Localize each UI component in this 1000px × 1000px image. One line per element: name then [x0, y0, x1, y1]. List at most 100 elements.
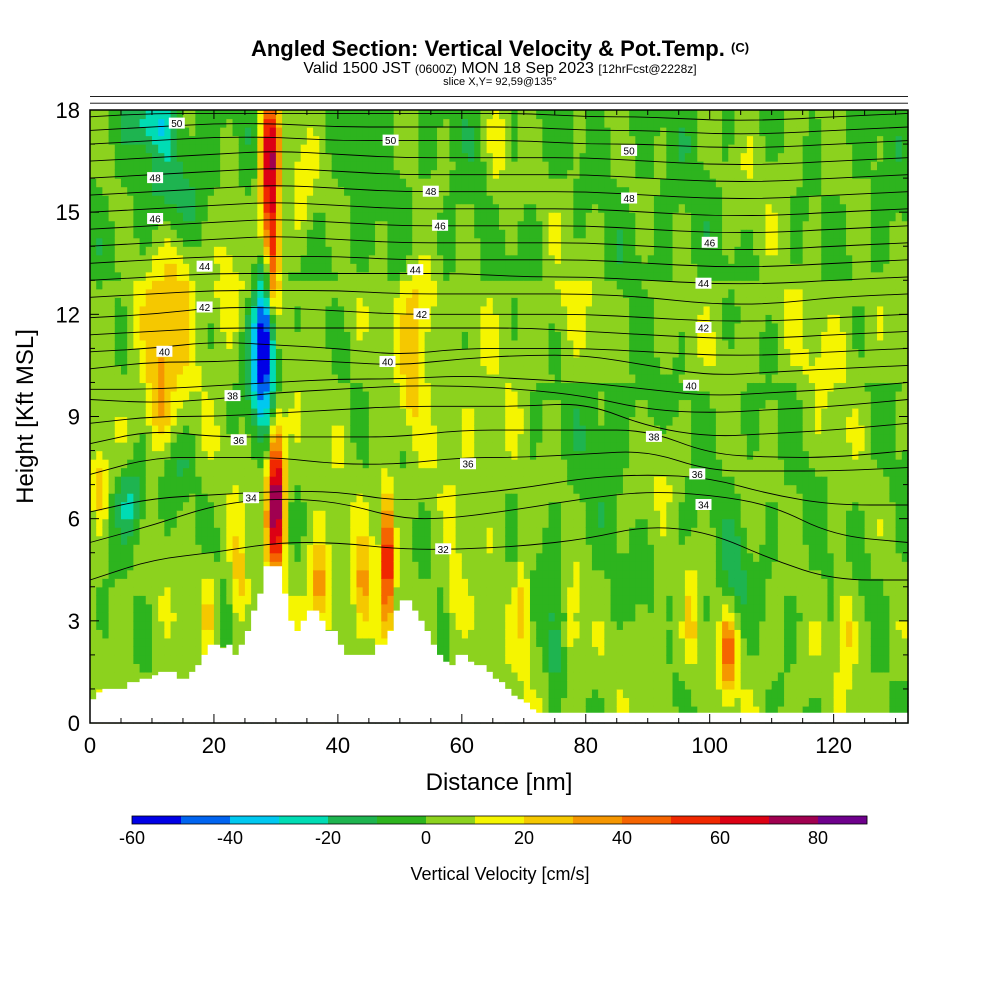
- velocity-cell: [120, 561, 128, 571]
- velocity-cell: [325, 510, 333, 520]
- velocity-cell: [220, 476, 227, 486]
- velocity-cell: [319, 237, 327, 247]
- velocity-cell: [461, 552, 469, 562]
- velocity-cell: [238, 271, 246, 281]
- velocity-cell: [344, 518, 351, 528]
- velocity-cell: [486, 186, 494, 196]
- velocity-cell: [226, 629, 234, 639]
- velocity-cell: [461, 297, 469, 307]
- velocity-cell: [313, 280, 320, 290]
- velocity-cell: [505, 680, 512, 690]
- velocity-cell: [108, 288, 116, 298]
- velocity-cell: [120, 450, 128, 460]
- velocity-cell: [288, 365, 296, 375]
- velocity-cell: [486, 144, 494, 154]
- velocity-cell: [505, 212, 512, 222]
- velocity-cell: [368, 493, 376, 503]
- velocity-cell: [114, 527, 122, 537]
- velocity-cell: [90, 203, 97, 213]
- velocity-cell: [195, 561, 203, 571]
- velocity-cell: [96, 271, 103, 281]
- velocity-cell: [387, 476, 395, 486]
- velocity-cell: [127, 220, 134, 230]
- velocity-cell: [213, 331, 221, 341]
- velocity-cell: [282, 229, 289, 239]
- velocity-cell: [300, 416, 308, 426]
- velocity-cell: [220, 195, 227, 205]
- velocity-cell: [437, 203, 444, 213]
- velocity-cell: [474, 203, 482, 213]
- velocity-cell: [393, 569, 401, 579]
- velocity-cell: [319, 263, 327, 273]
- velocity-cell: [207, 612, 215, 622]
- velocity-cell: [182, 254, 190, 264]
- velocity-cell: [300, 246, 308, 256]
- velocity-cell: [319, 118, 327, 128]
- velocity-cell: [443, 390, 451, 401]
- velocity-cell: [127, 305, 134, 315]
- velocity-cell: [282, 237, 289, 247]
- velocity-cell: [437, 527, 444, 537]
- velocity-cell: [158, 510, 165, 520]
- velocity-cell: [449, 314, 457, 324]
- velocity-cell: [213, 373, 221, 384]
- velocity-cell: [337, 629, 345, 639]
- velocity-cell: [300, 254, 308, 264]
- velocity-cell: [306, 586, 314, 596]
- velocity-cell: [108, 680, 116, 690]
- velocity-cell: [282, 254, 289, 264]
- velocity-cell: [306, 280, 314, 290]
- velocity-cell: [437, 212, 444, 222]
- velocity-cell: [319, 178, 327, 188]
- velocity-cell: [356, 229, 364, 239]
- velocity-cell: [474, 135, 482, 145]
- velocity-cell: [368, 356, 376, 367]
- velocity-cell: [102, 365, 110, 375]
- velocity-cell: [275, 442, 283, 452]
- velocity-cell: [244, 152, 252, 162]
- velocity-cell: [356, 254, 364, 264]
- velocity-cell: [207, 178, 215, 188]
- velocity-cell: [238, 280, 246, 290]
- velocity-cell: [90, 467, 97, 477]
- velocity-cell: [375, 288, 382, 298]
- velocity-cell: [120, 399, 128, 409]
- velocity-cell: [139, 654, 147, 664]
- velocity-cell: [269, 518, 277, 528]
- velocity-cell: [251, 186, 258, 196]
- velocity-cell: [486, 493, 494, 503]
- velocity-cell: [375, 127, 382, 137]
- velocity-cell: [96, 620, 103, 630]
- velocity-cell: [151, 620, 159, 630]
- velocity-cell: [213, 186, 221, 196]
- velocity-cell: [480, 425, 488, 435]
- velocity-cell: [474, 612, 482, 622]
- velocity-cell: [313, 552, 320, 562]
- velocity-cell: [96, 527, 103, 537]
- velocity-cell: [164, 629, 172, 639]
- velocity-cell: [499, 595, 506, 605]
- velocity-cell: [102, 603, 110, 613]
- velocity-cell: [474, 186, 482, 196]
- velocity-cell: [406, 365, 413, 375]
- velocity-cell: [455, 220, 463, 230]
- velocity-cell: [294, 348, 302, 358]
- velocity-cell: [480, 220, 488, 230]
- velocity-cell: [350, 195, 358, 205]
- velocity-cell: [468, 476, 475, 486]
- velocity-cell: [195, 373, 203, 384]
- velocity-cell: [232, 331, 240, 341]
- velocity-cell: [344, 629, 351, 639]
- velocity-cell: [356, 178, 364, 188]
- velocity-cell: [325, 595, 333, 605]
- velocity-cell: [381, 442, 389, 452]
- velocity-cell: [381, 476, 389, 486]
- velocity-cell: [220, 229, 227, 239]
- velocity-cell: [207, 416, 215, 426]
- velocity-cell: [406, 399, 413, 409]
- velocity-cell: [127, 518, 134, 528]
- velocity-cell: [344, 271, 351, 281]
- velocity-cell: [145, 297, 153, 307]
- velocity-cell: [108, 195, 116, 205]
- velocity-cell: [189, 612, 196, 622]
